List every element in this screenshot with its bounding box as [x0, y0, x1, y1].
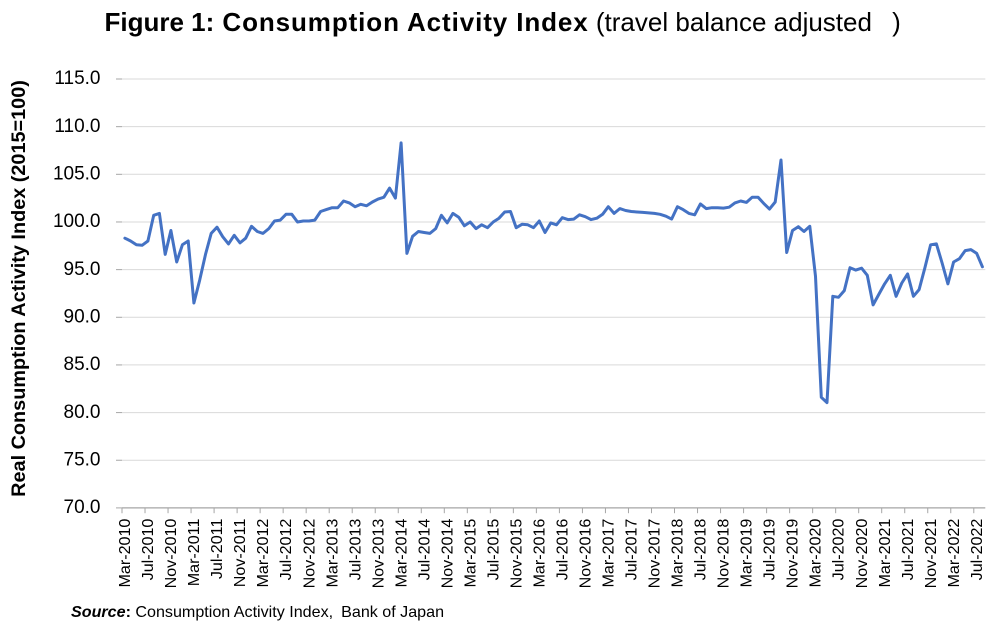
- svg-text:110.0: 110.0: [54, 116, 100, 137]
- svg-text:Real Consumption Activity Inde: Real Consumption Activity Index (2015=10…: [8, 80, 30, 497]
- svg-text:Source: Consumption Activity I: Source: Consumption Activity Index, Bank…: [71, 603, 444, 621]
- svg-text:90.0: 90.0: [64, 306, 101, 327]
- svg-text:Nov-2020: Nov-2020: [853, 519, 871, 589]
- svg-text:Mar-2018: Mar-2018: [669, 519, 687, 588]
- svg-text:Jul-2022: Jul-2022: [968, 519, 986, 581]
- svg-text:Mar-2016: Mar-2016: [530, 519, 548, 588]
- svg-text:Nov-2013: Nov-2013: [369, 519, 387, 589]
- svg-text:Jul-2016: Jul-2016: [553, 519, 571, 581]
- svg-text:Nov-2019: Nov-2019: [784, 519, 802, 589]
- svg-text:Nov-2014: Nov-2014: [438, 519, 456, 589]
- svg-text:Mar-2022: Mar-2022: [945, 519, 963, 588]
- svg-text:Jul-2013: Jul-2013: [346, 519, 364, 581]
- svg-text:Mar-2011: Mar-2011: [185, 519, 203, 587]
- svg-text:105.0: 105.0: [53, 164, 101, 185]
- svg-text:Jul-2018: Jul-2018: [692, 519, 710, 581]
- svg-text:Mar-2010: Mar-2010: [116, 519, 134, 588]
- svg-text:Figure 1: Consumption Activity: Figure 1: Consumption Activity Index (tr…: [105, 7, 901, 37]
- svg-text:Nov-2012: Nov-2012: [300, 519, 318, 589]
- svg-text:Nov-2021: Nov-2021: [922, 519, 940, 589]
- svg-text:Jul-2014: Jul-2014: [415, 519, 433, 581]
- svg-text:Nov-2016: Nov-2016: [577, 519, 595, 589]
- svg-text:Mar-2015: Mar-2015: [461, 519, 479, 588]
- svg-text:Mar-2021: Mar-2021: [876, 519, 894, 588]
- svg-text:Mar-2014: Mar-2014: [392, 519, 410, 588]
- svg-text:Mar-2013: Mar-2013: [323, 519, 341, 588]
- svg-text:100.0: 100.0: [53, 211, 101, 232]
- svg-text:115.0: 115.0: [54, 68, 100, 89]
- svg-text:Nov-2010: Nov-2010: [162, 519, 180, 589]
- svg-text:Nov-2017: Nov-2017: [646, 519, 664, 589]
- svg-text:Mar-2017: Mar-2017: [600, 519, 618, 588]
- svg-text:Jul-2017: Jul-2017: [623, 519, 641, 581]
- svg-text:Jul-2012: Jul-2012: [277, 519, 295, 581]
- svg-text:75.0: 75.0: [64, 449, 101, 470]
- svg-text:Mar-2020: Mar-2020: [807, 519, 825, 588]
- svg-text:70.0: 70.0: [64, 497, 101, 518]
- svg-text:Jul-2019: Jul-2019: [761, 519, 779, 581]
- svg-text:80.0: 80.0: [64, 402, 101, 423]
- svg-text:Nov-2018: Nov-2018: [715, 519, 733, 589]
- svg-text:Nov-2015: Nov-2015: [507, 519, 525, 589]
- svg-text:Jul-2020: Jul-2020: [830, 519, 848, 581]
- svg-text:Mar-2019: Mar-2019: [738, 519, 756, 588]
- svg-text:95.0: 95.0: [64, 259, 101, 280]
- svg-text:Jul-2011: Jul-2011: [208, 519, 226, 580]
- svg-text:Jul-2015: Jul-2015: [484, 519, 502, 581]
- svg-text:85.0: 85.0: [64, 354, 101, 375]
- svg-text:Nov-2011: Nov-2011: [231, 519, 249, 588]
- svg-text:Mar-2012: Mar-2012: [254, 519, 272, 588]
- svg-text:Jul-2010: Jul-2010: [139, 519, 157, 581]
- svg-text:Jul-2021: Jul-2021: [899, 519, 917, 581]
